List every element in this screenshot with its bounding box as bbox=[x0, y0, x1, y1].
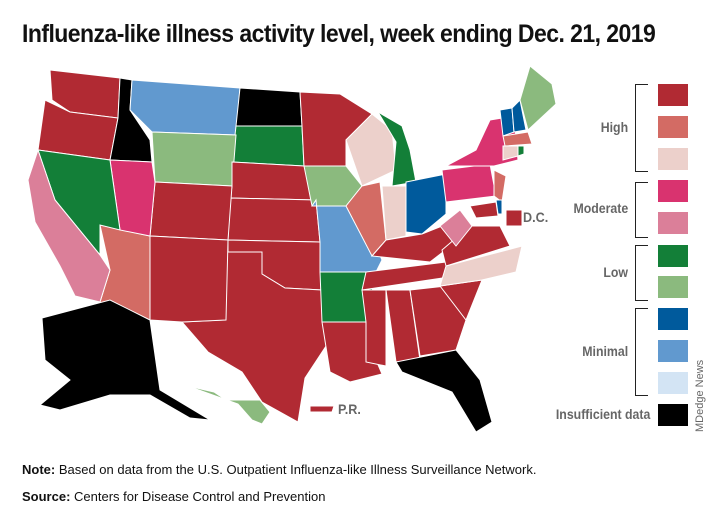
source: Source: Centers for Disease Control and … bbox=[22, 489, 326, 504]
state-mt bbox=[129, 79, 241, 136]
legend-swatch-minimal-1 bbox=[658, 308, 688, 330]
legend-label-minimal: Minimal bbox=[582, 343, 628, 359]
state-hi bbox=[181, 383, 271, 425]
state-wv bbox=[439, 209, 473, 247]
state-pr bbox=[309, 405, 335, 413]
legend-swatch-high-2 bbox=[658, 116, 688, 138]
state-in bbox=[381, 185, 407, 241]
state-nj bbox=[493, 169, 507, 203]
legend-swatch-low-1 bbox=[658, 245, 688, 267]
state-nm bbox=[149, 235, 229, 323]
state-ca bbox=[27, 148, 111, 303]
state-oh bbox=[405, 173, 447, 235]
dc-label: D.C. bbox=[523, 209, 549, 225]
legend-label-high: High bbox=[600, 119, 628, 135]
legend-label-insufficient: Insufficient data bbox=[555, 406, 650, 422]
state-dc bbox=[505, 209, 523, 227]
state-ne bbox=[229, 161, 317, 201]
legend-label-moderate: Moderate bbox=[573, 200, 628, 216]
state-fl bbox=[395, 349, 493, 433]
state-ak bbox=[38, 299, 211, 421]
moderate-bracket bbox=[635, 182, 648, 238]
legend-swatch-high-1 bbox=[658, 84, 688, 106]
low-bracket bbox=[635, 245, 648, 301]
legend-swatch-moderate-2 bbox=[658, 212, 688, 234]
legend-swatch-insufficient bbox=[658, 404, 688, 426]
state-ma bbox=[502, 131, 533, 147]
legend-swatch-moderate-1 bbox=[658, 180, 688, 202]
state-ms bbox=[361, 289, 387, 367]
note: Note: Based on data from the U.S. Outpat… bbox=[22, 462, 537, 477]
state-ks bbox=[227, 197, 321, 243]
chart-title: Influenza-like illness activity level, w… bbox=[22, 20, 656, 48]
legend-swatch-low-2 bbox=[658, 276, 688, 298]
high-bracket bbox=[635, 84, 648, 172]
state-ri bbox=[517, 145, 525, 157]
minimal-bracket bbox=[635, 308, 648, 396]
state-wi bbox=[345, 113, 397, 187]
legend-swatch-minimal-3 bbox=[658, 372, 688, 394]
state-nh bbox=[511, 98, 527, 133]
pr-label: P.R. bbox=[338, 401, 361, 417]
legend-swatch-high-3 bbox=[658, 148, 688, 170]
legend-swatch-minimal-2 bbox=[658, 340, 688, 362]
state-nd bbox=[235, 87, 303, 127]
state-tx bbox=[180, 251, 331, 423]
state-co bbox=[149, 181, 233, 241]
credit: MDedge News bbox=[694, 359, 706, 432]
state-de bbox=[495, 199, 503, 215]
legend-label-low: Low bbox=[603, 264, 628, 280]
state-me bbox=[519, 65, 557, 131]
state-wy bbox=[151, 131, 237, 187]
state-mn bbox=[299, 91, 373, 167]
state-nc bbox=[439, 245, 523, 287]
state-pa bbox=[441, 163, 497, 203]
state-md bbox=[469, 201, 499, 219]
state-sd bbox=[231, 125, 305, 167]
